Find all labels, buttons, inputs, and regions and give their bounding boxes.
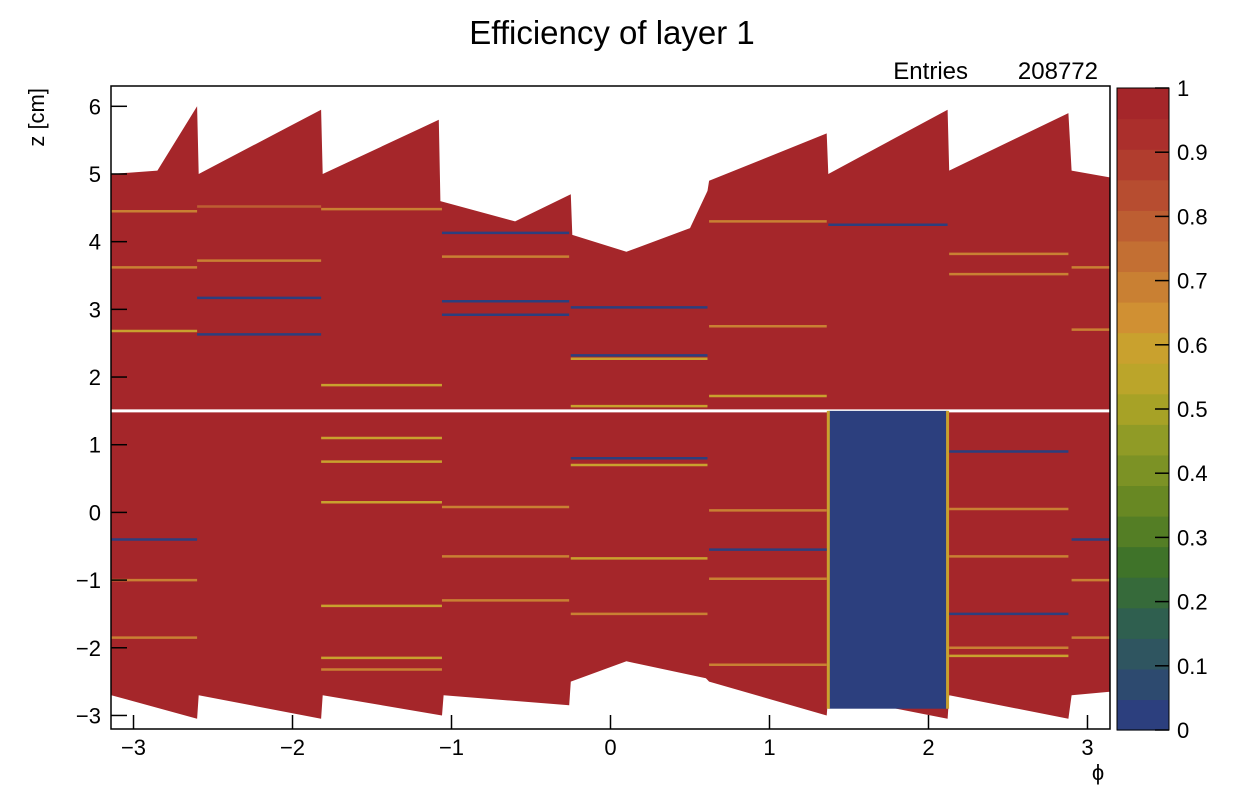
chart-title: Efficiency of layer 1 [469, 14, 755, 51]
x-axis-title: ϕ [1092, 760, 1104, 785]
x-tick-label: 2 [922, 735, 934, 760]
color-scale-band [1117, 607, 1169, 639]
color-scale-band [1117, 699, 1169, 731]
z-tick-label: 1 [1177, 76, 1189, 101]
x-tick-label: −2 [280, 735, 305, 760]
color-scale-band [1117, 149, 1169, 181]
color-scale-band [1117, 302, 1169, 334]
y-tick-label: 4 [89, 230, 101, 255]
z-tick-label: 0.9 [1177, 140, 1208, 165]
color-scale-band [1117, 546, 1169, 578]
color-scale-band [1117, 424, 1169, 456]
y-tick-label: −3 [76, 703, 101, 728]
color-scale-ticks: 0 0.1 0.2 0.3 0.4 0.5 0.6 0.7 0.8 0.9 1 [1155, 76, 1208, 743]
z-tick-label: 0 [1177, 718, 1189, 743]
color-scale-band [1117, 88, 1169, 120]
color-scale-band [1117, 638, 1169, 670]
x-axis-ticks: −3 −2 −1 0 1 2 3 [121, 715, 1094, 760]
z-tick-label: 0.5 [1177, 397, 1208, 422]
color-scale-band [1117, 668, 1169, 701]
y-axis-title: z [cm] [24, 88, 49, 147]
y-tick-label: −2 [76, 636, 101, 661]
color-scale-band [1117, 516, 1169, 548]
stats-entries-value: 208772 [1018, 58, 1098, 85]
color-scale-band [1117, 332, 1169, 364]
color-scale-band [1117, 271, 1169, 303]
z-tick-label: 0.6 [1177, 333, 1208, 358]
z-tick-label: 0.1 [1177, 654, 1208, 679]
color-scale-band [1117, 454, 1169, 487]
color-scale-band [1117, 179, 1169, 211]
x-tick-label: 0 [604, 735, 616, 760]
color-scale-band [1117, 577, 1169, 609]
y-tick-label: 0 [89, 500, 101, 525]
z-tick-label: 0.2 [1177, 590, 1208, 615]
color-scale-band [1117, 210, 1169, 242]
y-tick-label: 1 [89, 433, 101, 458]
x-tick-label: 3 [1081, 735, 1093, 760]
x-tick-label: −3 [121, 735, 146, 760]
low-efficiency-strips [111, 205, 1110, 671]
y-tick-label: 5 [89, 162, 101, 187]
y-axis-ticks: −3 −2 −1 0 1 2 3 4 5 6 [76, 94, 127, 728]
color-scale-band [1117, 118, 1169, 150]
y-tick-label: 6 [89, 94, 101, 119]
z-tick-label: 0.4 [1177, 461, 1208, 486]
dead-region [828, 410, 948, 709]
heatmap-area [111, 106, 1110, 719]
y-tick-label: −1 [76, 568, 101, 593]
x-tick-label: −1 [439, 735, 464, 760]
z-tick-label: 0.8 [1177, 204, 1208, 229]
color-scale-bar [1117, 88, 1169, 731]
color-scale-band [1117, 240, 1169, 273]
color-scale-band [1117, 363, 1169, 395]
y-tick-label: 3 [89, 297, 101, 322]
z-tick-label: 0.3 [1177, 525, 1208, 550]
efficiency-region-upper [111, 106, 1110, 411]
x-tick-label: 1 [763, 735, 775, 760]
color-scale-band [1117, 485, 1169, 517]
y-tick-label: 2 [89, 365, 101, 390]
z-tick-label: 0.7 [1177, 269, 1208, 294]
stats-entries-label: Entries [893, 58, 968, 85]
